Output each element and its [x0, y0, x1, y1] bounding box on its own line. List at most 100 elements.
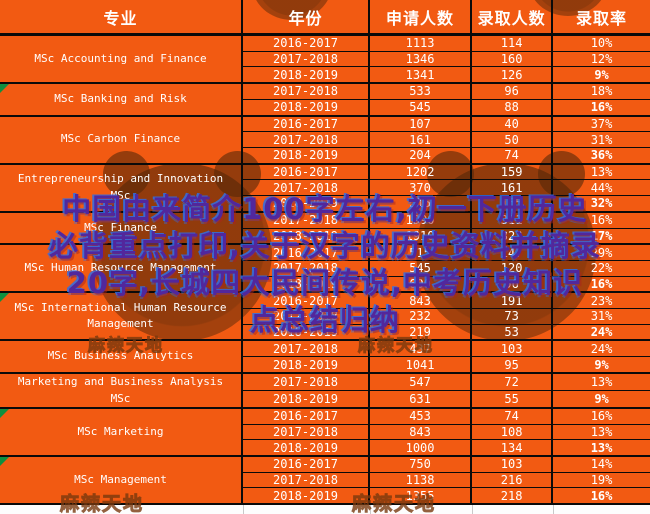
program-section: MSc Marketing 2016-2017 453 74 16% 2017-2018 8…	[0, 409, 650, 458]
headline-line: 20字,长城四大民间传说,中考历史知识	[66, 266, 584, 300]
table-row: 2017-2018 370 161 44%	[243, 180, 650, 197]
column-header-rate: 录取率	[576, 8, 628, 28]
year-cell: 2018-2019	[243, 148, 370, 163]
applicants-cell: 453	[370, 409, 473, 424]
rate-cell: 16%	[590, 277, 613, 292]
applicants-cell: 631	[370, 391, 473, 408]
green-corner-mark-icon	[0, 84, 9, 93]
applicants-cell: 1355	[370, 488, 473, 504]
year-cell: 2018-2019	[243, 324, 370, 340]
program-section: MSc Finance 2017-2018 1990 311 16% 2018-2019 1…	[0, 212, 650, 246]
table-row: 2017-2018 533 96 18%	[243, 84, 650, 100]
applicants-cell: 533	[370, 84, 473, 99]
applicants-cell: 515	[370, 196, 473, 211]
rate-cell: 36%	[590, 148, 613, 163]
watermark-text: 麻辣天地	[358, 336, 434, 357]
table-header-row: 专业 年份 申请人数 录取人数 录取率	[0, 0, 650, 36]
year-cell: 2018-2019	[243, 357, 370, 373]
admitted-cell: 218	[472, 488, 554, 504]
applicants-cell: 843	[370, 424, 473, 440]
program-section: MSc Carbon Finance 2016-2017 107 40 37% 2017-…	[0, 116, 650, 165]
year-cell: 2018-2019	[243, 391, 370, 408]
table-row: 2016-2017 843 191 23%	[243, 293, 650, 310]
program-section: MSc Management 2016-2017 750 103 14% 2017-201…	[0, 457, 650, 506]
applicants-cell: 600	[370, 276, 473, 292]
rate-cell: 10%	[590, 36, 613, 51]
table-row: 2016-2017 750 103 14%	[243, 457, 650, 473]
admitted-cell: 53	[472, 324, 554, 340]
applicants-cell: 547	[370, 374, 473, 391]
program-section: MSc International Human Resource Managem…	[0, 293, 650, 342]
admitted-cell: 40	[472, 116, 554, 132]
year-cell: 2016-2017	[243, 164, 370, 180]
program-cell: MSc Finance	[0, 212, 243, 244]
rate-cell: 32%	[590, 196, 613, 211]
applicants-cell: 107	[370, 116, 473, 132]
table-row: 2017-2018 843 108 13%	[243, 424, 650, 441]
program-cell: MSc International Human Resource Managem…	[0, 293, 243, 340]
watermark-text: 麻辣天地	[351, 493, 437, 514]
table-row: 2018-2019 515 165 32%	[243, 196, 650, 211]
table-row: 2018-2019 631 55 9%	[243, 391, 650, 408]
rate-cell: 22%	[590, 261, 613, 276]
admitted-cell: 73	[472, 309, 554, 324]
program-cell: MSc Business Analytics	[0, 341, 243, 373]
watermark-text: 麻辣天地	[59, 493, 145, 514]
admitted-cell: 55	[472, 391, 554, 408]
column-header-year: 年份	[243, 0, 370, 33]
applicants-cell: 161	[370, 132, 473, 148]
table-row: 2017-2018 161 50 31%	[243, 132, 650, 149]
table-row: 2016-2017 515 147 29%	[243, 245, 650, 262]
table-body: MSc Accounting and Finance 2016-2017 1113 1…	[0, 36, 650, 506]
rate-cell: 31%	[590, 309, 613, 324]
year-cell: 2017-2018	[243, 472, 370, 488]
applicants-cell: 232	[370, 309, 473, 324]
rate-cell: 24%	[590, 341, 613, 356]
admitted-cell: 96	[472, 84, 554, 99]
rate-cell: 13%	[590, 425, 613, 440]
table-bottom-gutter	[0, 505, 650, 514]
table-row: 2018-2019 219 53 24%	[243, 324, 650, 340]
rate-cell: 37%	[590, 117, 613, 131]
rate-cell: 18%	[590, 84, 613, 99]
admitted-cell: 88	[472, 99, 554, 115]
year-cell: 2018-2019	[243, 440, 370, 456]
green-corner-mark-icon	[0, 293, 9, 303]
applicants-cell: 1202	[370, 164, 473, 180]
program-section: MSc Banking and Risk 2017-2018 533 96 18% 201…	[0, 84, 650, 117]
year-cell: 2016-2017	[243, 116, 370, 132]
admitted-cell: 103	[472, 341, 554, 357]
headline-overlay: 中国由来简介100字左右,初一下册历史 必背重点打印,关于汉字的历史资料并摘录 …	[0, 191, 650, 339]
year-cell: 2017-2018	[243, 374, 370, 391]
column-header-admitted: 录取人数	[472, 0, 554, 33]
program-cell: MSc Human Resource Management	[0, 245, 243, 292]
admitted-cell: 74	[472, 409, 554, 424]
table-row: 2018-2019 600 96 16%	[243, 276, 650, 292]
rate-cell: 16%	[590, 488, 613, 503]
program-section: MSc Business Analytics 2017-2018 437 103 24%…	[0, 341, 650, 375]
rate-cell: 31%	[590, 132, 613, 147]
year-cell: 2018-2019	[243, 196, 370, 211]
green-corner-mark-icon	[0, 457, 9, 467]
applicants-cell: 1346	[370, 51, 473, 67]
admitted-cell: 216	[472, 472, 554, 488]
table-row: 2016-2017 453 74 16%	[243, 409, 650, 425]
applicants-cell: 750	[370, 457, 473, 472]
admitted-cell: 108	[472, 424, 554, 440]
admitted-cell: 160	[472, 51, 554, 67]
table-row: 2016-2017 107 40 37%	[243, 116, 650, 133]
rate-cell: 9%	[594, 357, 609, 372]
admitted-cell: 96	[472, 276, 554, 292]
year-cell: 2017-2018	[243, 309, 370, 324]
rate-cell: 19%	[590, 473, 613, 488]
rate-cell: 23%	[590, 293, 613, 308]
admitted-cell: 103	[472, 457, 554, 472]
admitted-cell: 126	[472, 67, 554, 83]
applicants-cell: 1041	[370, 357, 473, 373]
year-cell: 2016-2017	[243, 36, 370, 51]
column-header-applicants: 申请人数	[370, 0, 473, 33]
applicants-cell: 219	[370, 324, 473, 340]
year-cell: 2017-2018	[243, 132, 370, 148]
